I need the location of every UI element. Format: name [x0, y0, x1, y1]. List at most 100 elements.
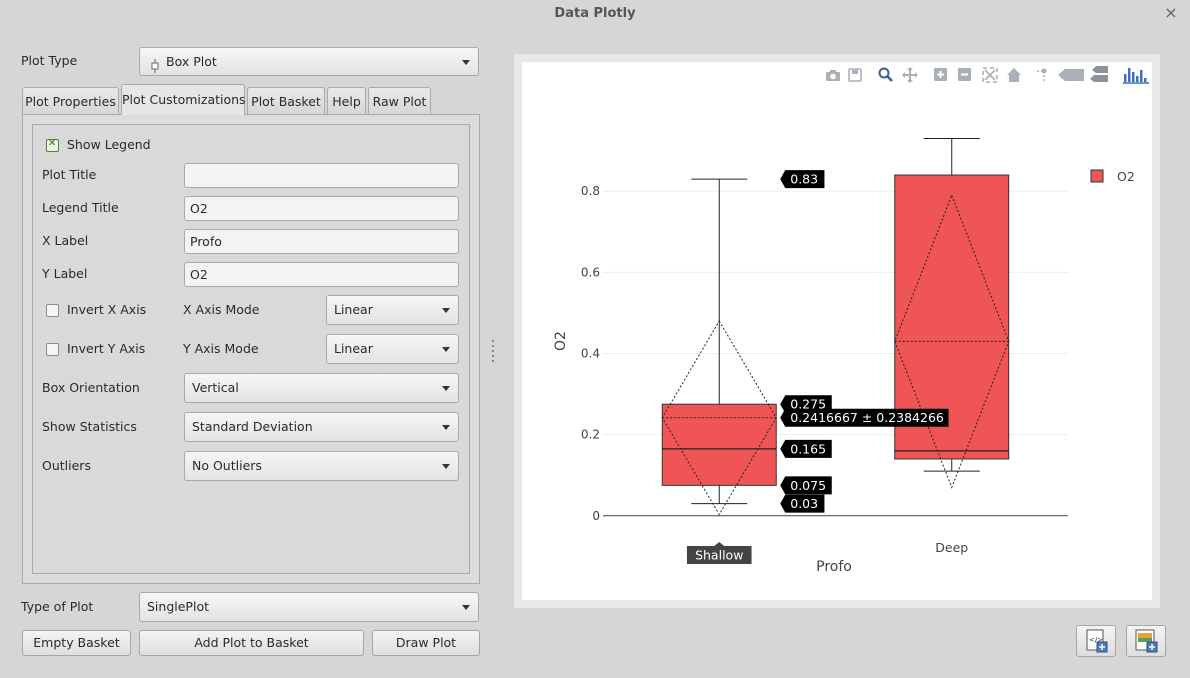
show-legend-label: Show Legend: [67, 137, 151, 152]
y-tick-label: 0.8: [581, 184, 600, 198]
show-statistics-select[interactable]: Standard Deviation: [184, 412, 459, 442]
save-icon[interactable]: [848, 68, 862, 82]
hover-label-box: [780, 494, 825, 513]
y-axis-title: O2: [553, 331, 569, 351]
hover-label-box: [780, 476, 832, 495]
y-tick-layer: 0 0.2 0.4 0.6 0.8: [581, 184, 600, 523]
x-category-layer: Deep: [935, 540, 968, 555]
zoom-out-icon[interactable]: [958, 68, 971, 81]
hover-label-box: [780, 395, 832, 414]
invert-x-checkbox[interactable]: [46, 304, 59, 317]
camera-icon[interactable]: [826, 70, 840, 81]
plot-canvas[interactable]: 0 0.2 0.4 0.6 0.8 0.83 0.275 0.2416667 ± 0.238…: [522, 62, 1152, 600]
hover-label-text: 0.2416667 ± 0.2384266: [790, 410, 944, 425]
empty-basket-button[interactable]: Empty Basket: [22, 630, 131, 656]
zoom-in-icon[interactable]: [934, 68, 947, 81]
outliers-label: Outliers: [42, 458, 91, 473]
y-tick-label: 0: [592, 509, 600, 523]
export-html-button[interactable]: </>: [1076, 625, 1116, 657]
tab-plot-basket[interactable]: Plot Basket: [247, 87, 325, 115]
box-shallow: [661, 178, 777, 516]
x-axis-mode-select[interactable]: Linear: [326, 295, 459, 325]
tab-plot-properties[interactable]: Plot Properties: [22, 87, 119, 115]
plotly-logo-icon[interactable]: [1123, 68, 1149, 84]
tab-help[interactable]: Help: [327, 87, 366, 115]
tab-raw-plot[interactable]: Raw Plot: [368, 87, 431, 115]
y-tick-label: 0.2: [581, 428, 600, 442]
hover-label: 0.165: [780, 439, 832, 458]
pan-icon[interactable]: [902, 67, 918, 83]
invert-y-label: Invert Y Axis: [67, 341, 146, 356]
plot-title-input[interactable]: [184, 163, 459, 188]
hover-label: 0.83: [780, 170, 825, 189]
modebar[interactable]: [826, 66, 1149, 84]
y-label-input[interactable]: O2: [184, 262, 459, 287]
hover-category-label: Shallow: [695, 548, 743, 563]
hover-label-text: 0.03: [790, 496, 818, 511]
hover-label: 0.075: [780, 476, 832, 495]
y-axis-mode-label: Y Axis Mode: [183, 341, 259, 356]
y-tick-label: 0.4: [581, 347, 600, 361]
hover-label-box: [780, 408, 949, 427]
y-axis-mode-select[interactable]: Linear: [326, 334, 459, 364]
hover-compare-icon[interactable]: [1090, 66, 1108, 82]
splitter-handle[interactable]: [491, 340, 495, 362]
show-statistics-label: Show Statistics: [42, 419, 137, 434]
hover-label-box: [780, 439, 832, 458]
type-of-plot-label: Type of Plot: [21, 599, 94, 614]
type-of-plot-select[interactable]: SinglePlot: [139, 592, 479, 622]
plot-type-select[interactable]: Box Plot: [139, 47, 479, 76]
hover-closest-icon[interactable]: [1058, 69, 1084, 81]
hover-label-text: 0.83: [790, 172, 818, 187]
hover-label-text: 0.075: [790, 478, 826, 493]
x-axis-mode-label: X Axis Mode: [183, 302, 260, 317]
box-deep: [894, 138, 1010, 489]
y-tick-label: 0.6: [581, 265, 600, 279]
spike-lines-icon[interactable]: [1037, 68, 1047, 83]
window-title: Data Plotly: [554, 6, 636, 21]
hover-label: 0.2416667 ± 0.2384266: [780, 408, 949, 427]
add-plot-to-basket-button[interactable]: Add Plot to Basket: [139, 630, 364, 656]
plot-type-label: Plot Type: [21, 53, 78, 68]
zoom-icon[interactable]: [878, 67, 893, 82]
export-image-icon: [1135, 629, 1158, 653]
y-label-label: Y Label: [42, 266, 88, 281]
reset-axes-icon[interactable]: [1007, 68, 1021, 82]
box-iqr: [661, 403, 777, 486]
box-layer: [661, 138, 1010, 516]
close-icon[interactable]: ×: [1164, 3, 1178, 22]
hover-label: 0.275: [780, 395, 832, 414]
plot-title-label: Plot Title: [42, 167, 97, 182]
export-html-icon: </>: [1086, 629, 1108, 653]
hover-category-box: [686, 542, 752, 564]
outliers-select[interactable]: No Outliers: [184, 451, 459, 481]
legend-swatch: [1090, 169, 1104, 183]
invert-y-checkbox[interactable]: [46, 343, 59, 356]
x-label-input[interactable]: Profo: [184, 229, 459, 254]
legend-title-label: Legend Title: [42, 200, 119, 215]
hover-label-text: 0.275: [790, 397, 826, 412]
box-plot-icon: [150, 55, 160, 82]
tab-plot-customizations[interactable]: Plot Customizations: [121, 84, 246, 115]
invert-x-label: Invert X Axis: [67, 302, 147, 317]
box-orientation-select[interactable]: Vertical: [184, 373, 459, 403]
plot-type-value: Box Plot: [166, 54, 217, 69]
draw-plot-button[interactable]: Draw Plot: [372, 630, 480, 656]
x-tick-label: Deep: [935, 540, 968, 555]
hover-label: 0.03: [780, 494, 825, 513]
box-orientation-label: Box Orientation: [42, 380, 140, 395]
export-image-button[interactable]: [1126, 625, 1166, 657]
autoscale-icon[interactable]: [982, 67, 998, 83]
x-label-label: X Label: [42, 233, 89, 248]
hover-label-text: 0.165: [790, 441, 826, 456]
show-legend-checkbox[interactable]: [46, 138, 59, 152]
svg-text:</>: </>: [1089, 636, 1103, 644]
x-axis-title: Profo: [816, 559, 852, 575]
sd-diamond: [661, 320, 777, 516]
legend-entry-o2: O2: [1117, 169, 1135, 184]
legend-title-input[interactable]: O2: [184, 196, 459, 221]
legend[interactable]: O2: [1090, 169, 1135, 184]
hover-label-box: [780, 170, 825, 189]
